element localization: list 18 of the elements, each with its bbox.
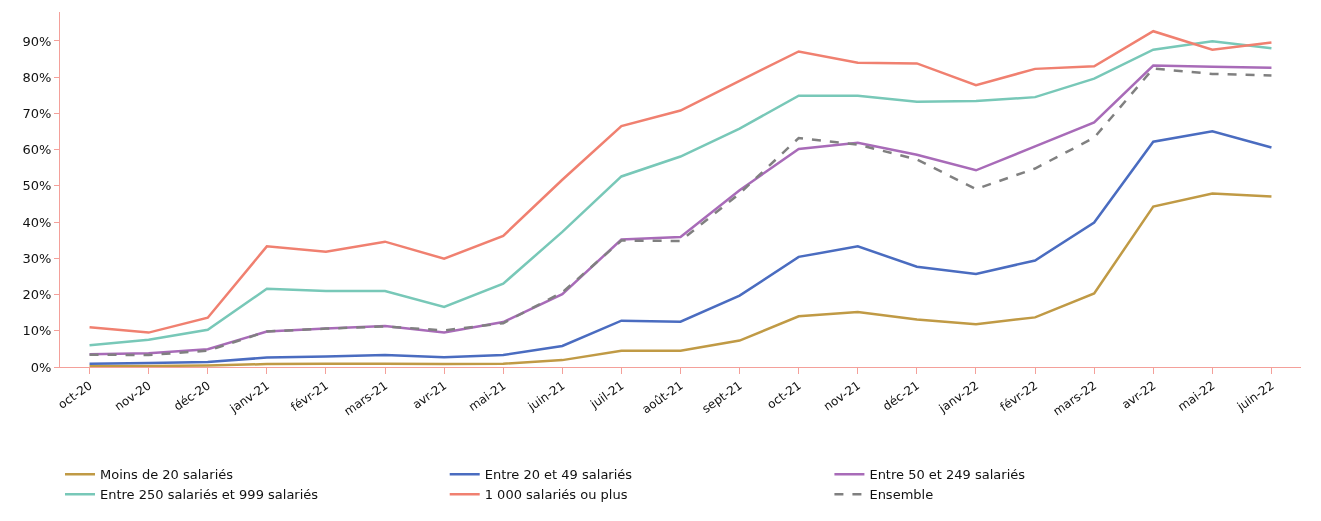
y-tick-label: 90% [22, 33, 52, 49]
legend-label: Entre 20 et 49 salariés [484, 467, 633, 483]
legend-label: Entre 250 salariés et 999 salariés [100, 487, 319, 503]
y-tick-label: 30% [22, 250, 52, 266]
y-tick-label: 20% [22, 287, 52, 303]
line-series [88, 129, 1273, 365]
legend-label: Entre 50 et 249 salariés [869, 467, 1026, 483]
y-tick-label: 40% [22, 214, 52, 230]
legend-label: 1 000 salariés ou plus [484, 487, 628, 503]
legend-label: Moins de 20 salariés [100, 467, 234, 483]
y-tick-label: 10% [22, 323, 52, 339]
y-tick-label: 50% [22, 178, 52, 194]
legend-label: Ensemble [869, 487, 934, 503]
y-tick-label: 0% [30, 359, 52, 375]
y-tick-label: 80% [22, 69, 52, 85]
line-series [88, 192, 1273, 367]
y-tick-label: 60% [22, 142, 52, 158]
y-tick-label: 70% [22, 105, 52, 121]
